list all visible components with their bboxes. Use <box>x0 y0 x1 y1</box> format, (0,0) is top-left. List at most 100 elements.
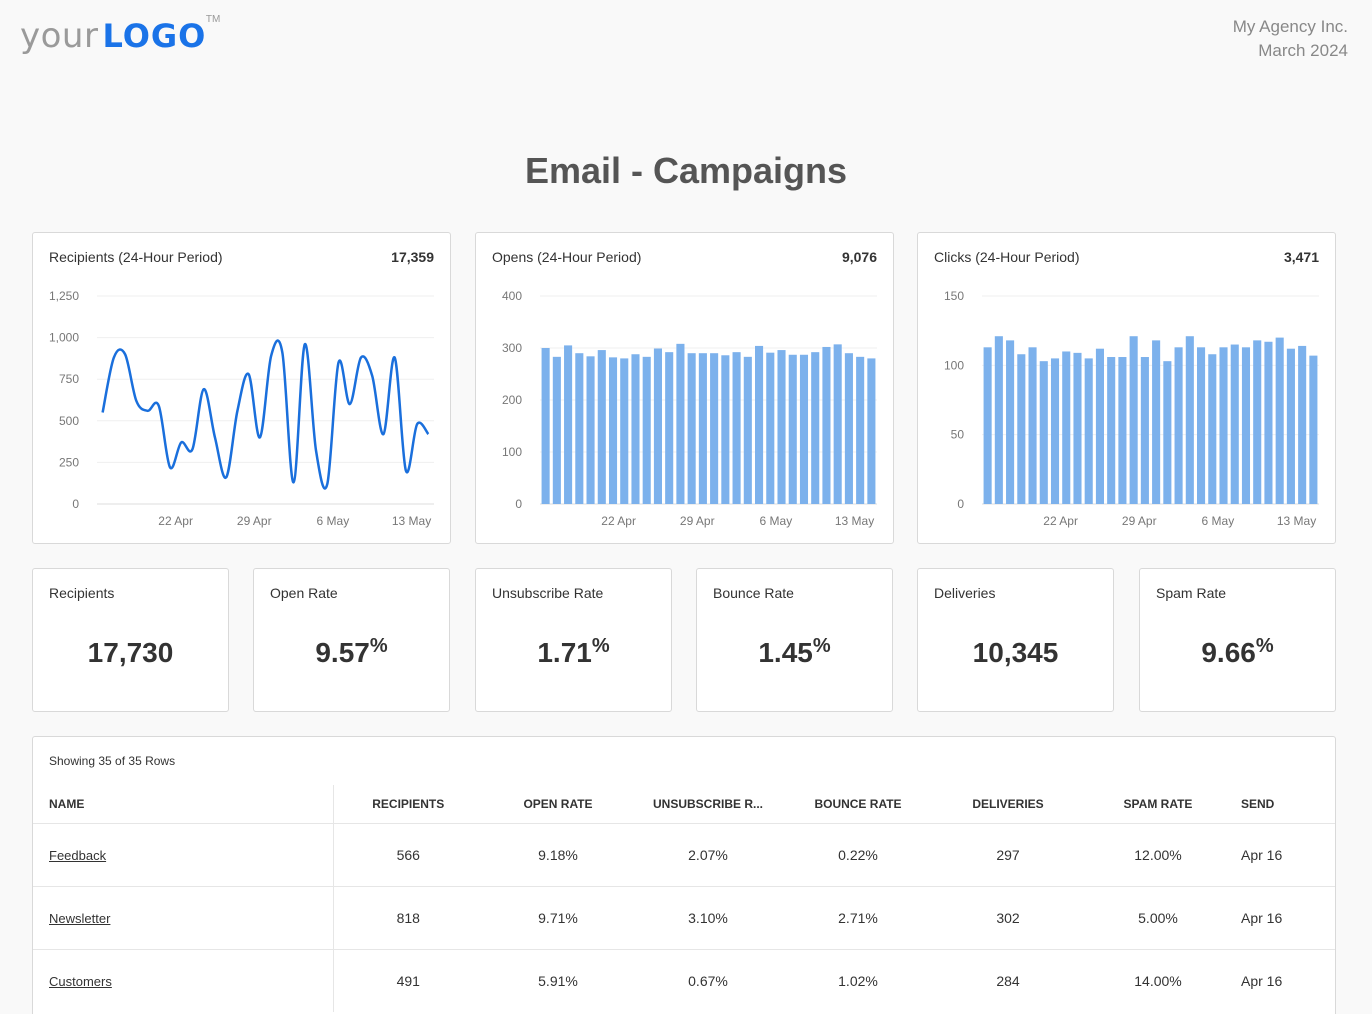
table-row: Customers 491 5.91% 0.67% 1.02% 284 14.0… <box>33 948 1335 1012</box>
kpi-number: 1.45 <box>758 637 813 668</box>
clicks-chart-card: Clicks (24-Hour Period) 3,471 0 50 100 150 2… <box>917 232 1336 544</box>
x-tick-label: 22 Apr <box>1043 514 1078 528</box>
bar <box>1298 345 1307 504</box>
bar <box>1129 336 1138 504</box>
bar <box>541 348 550 504</box>
x-tick-label: 22 Apr <box>601 514 636 528</box>
campaign-link[interactable]: Newsletter <box>49 910 111 926</box>
kpi-number: 17,730 <box>87 637 174 668</box>
bar <box>1062 351 1071 504</box>
x-tick-label: 6 May <box>317 514 350 528</box>
kpi-value: 10,345 <box>918 637 1113 669</box>
kpi-label: Spam Rate <box>1156 585 1227 601</box>
campaign-link[interactable]: Feedback <box>49 847 107 863</box>
bar <box>1163 361 1172 504</box>
cell-unsubscribe-rate: 3.10% <box>633 885 783 949</box>
chart-total: 17,359 <box>391 249 434 265</box>
y-tick-label: 250 <box>59 455 79 469</box>
bar <box>1084 358 1093 504</box>
bar <box>1118 357 1127 504</box>
bar <box>743 356 752 504</box>
kpi-number: 10,345 <box>972 637 1059 668</box>
bar <box>799 354 809 504</box>
kpi-label: Unsubscribe Rate <box>492 585 604 601</box>
y-tick-label: 300 <box>502 341 522 355</box>
cell-open-rate: 5.91% <box>483 948 633 1012</box>
kpi-open-rate: Open Rate 9.57% <box>253 568 450 712</box>
bar <box>788 354 797 504</box>
bar <box>1039 361 1048 504</box>
kpi-unit: % <box>1255 635 1274 657</box>
y-tick-label: 100 <box>502 445 522 459</box>
agency-info: My Agency Inc. March 2024 <box>1233 15 1348 63</box>
col-header-unsubscribe-rate[interactable]: UNSUBSCRIBE R... <box>652 796 763 811</box>
col-header-recipients[interactable]: RECIPIENTS <box>372 796 445 811</box>
cell-spam-rate: 12.00% <box>1083 822 1233 886</box>
bar <box>721 355 730 504</box>
bar <box>1174 347 1183 504</box>
chart-title: Clicks (24-Hour Period) <box>934 249 1080 265</box>
bar <box>1197 347 1206 504</box>
report-period: March 2024 <box>1258 41 1348 60</box>
bar <box>1309 355 1318 504</box>
kpi-unsubscribe-rate: Unsubscribe Rate 1.71% <box>475 568 672 712</box>
kpi-number: 9.57 <box>315 637 370 668</box>
cell-send: Apr 16 <box>1233 948 1335 1012</box>
kpi-number: 9.66 <box>1201 637 1256 668</box>
kpi-value: 1.71% <box>476 635 671 669</box>
col-header-spam-rate[interactable]: SPAM RATE <box>1123 796 1193 811</box>
bar <box>833 344 842 504</box>
bar <box>1219 347 1228 504</box>
bar <box>1275 337 1284 504</box>
col-header-deliveries[interactable]: DELIVERIES <box>972 796 1044 811</box>
cell-bounce-rate: 2.71% <box>783 885 933 949</box>
campaign-link[interactable]: Customers <box>49 973 112 989</box>
cell-recipients: 566 <box>333 822 483 886</box>
x-tick-label: 6 May <box>760 514 793 528</box>
bar <box>1073 352 1082 504</box>
bar <box>1185 336 1194 504</box>
col-header-open-rate[interactable]: OPEN RATE <box>523 796 593 811</box>
bar <box>597 350 606 504</box>
cell-spam-rate: 14.00% <box>1083 948 1233 1012</box>
col-header-send[interactable]: SEND <box>1241 796 1275 811</box>
y-tick-label: 50 <box>951 428 965 442</box>
bar <box>620 358 629 504</box>
kpi-recipients: Recipients 17,730 <box>32 568 229 712</box>
rows-count: Showing 35 of 35 Rows <box>49 754 176 768</box>
bar <box>755 345 764 504</box>
bar <box>698 353 707 504</box>
chart-title: Opens (24-Hour Period) <box>492 249 642 265</box>
bar <box>1050 358 1060 504</box>
kpi-unit: % <box>591 635 610 657</box>
kpi-value: 9.66% <box>1140 635 1335 669</box>
bar <box>631 354 640 504</box>
kpi-number: 1.71 <box>537 637 592 668</box>
cell-bounce-rate: 1.02% <box>783 948 933 1012</box>
col-header-name[interactable]: NAME <box>33 785 334 823</box>
bar <box>844 353 853 504</box>
col-header-bounce-rate[interactable]: BOUNCE RATE <box>814 796 902 811</box>
bar <box>856 356 865 504</box>
kpi-unit: % <box>369 635 388 657</box>
cell-deliveries: 284 <box>933 948 1083 1012</box>
y-tick-label: 500 <box>59 414 79 428</box>
bar <box>1230 344 1239 504</box>
y-tick-label: 200 <box>502 393 522 407</box>
chart-total: 3,471 <box>1283 249 1319 265</box>
logo: your LOGO TM <box>20 14 220 56</box>
kpi-value: 17,730 <box>33 637 228 669</box>
kpi-label: Open Rate <box>270 585 338 601</box>
cell-open-rate: 9.18% <box>483 822 633 886</box>
bar <box>1152 340 1161 504</box>
bar <box>1264 341 1273 504</box>
cell-send: Apr 16 <box>1233 885 1335 949</box>
kpi-deliveries: Deliveries 10,345 <box>917 568 1114 712</box>
bar <box>564 345 573 504</box>
y-tick-label: 1,250 <box>49 289 79 303</box>
x-tick-label: 6 May <box>1202 514 1235 528</box>
campaigns-table-card: Showing 35 of 35 Rows NAME RECIPIENTS OP… <box>32 736 1336 1014</box>
y-tick-label: 1,000 <box>49 331 79 345</box>
kpi-bounce-rate: Bounce Rate 1.45% <box>696 568 893 712</box>
cell-deliveries: 302 <box>933 885 1083 949</box>
